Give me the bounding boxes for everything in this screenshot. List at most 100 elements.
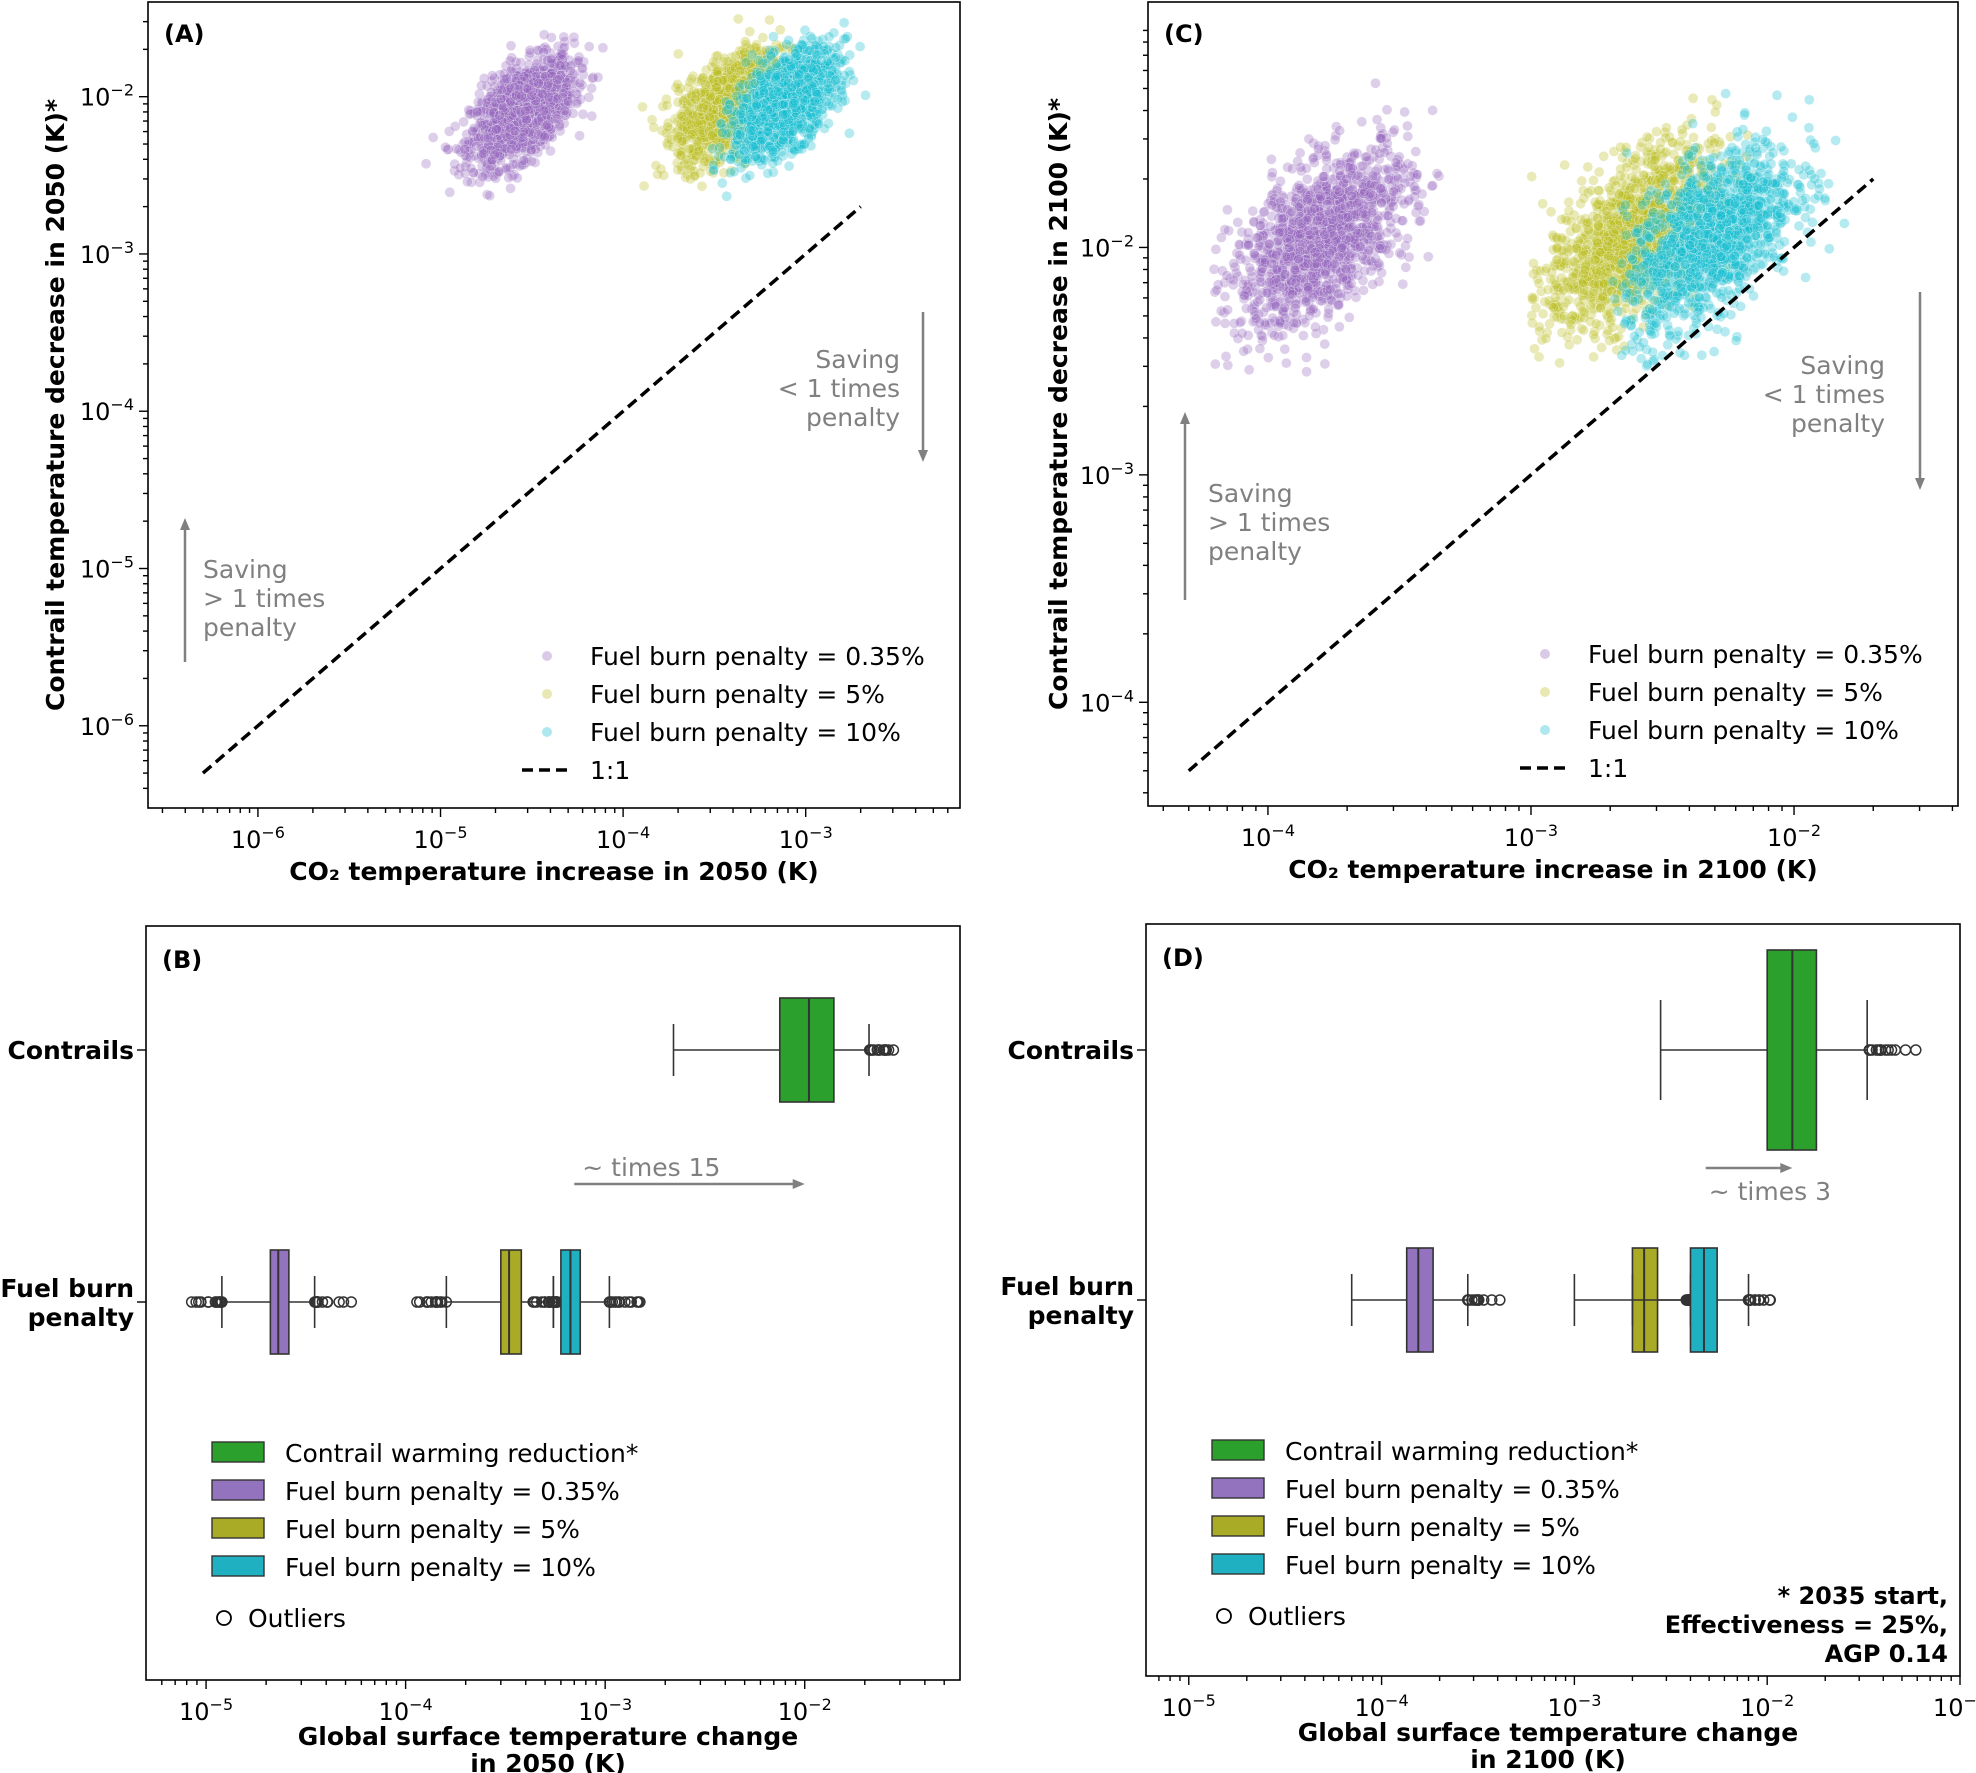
data-point bbox=[491, 124, 502, 135]
data-point bbox=[734, 81, 745, 93]
data-point bbox=[777, 109, 789, 120]
data-point bbox=[559, 105, 571, 117]
data-point bbox=[707, 130, 718, 141]
data-point bbox=[672, 96, 684, 108]
plot-frame bbox=[147, 1, 961, 809]
data-point bbox=[1319, 358, 1331, 370]
y-tick-label: 10−6 bbox=[80, 710, 134, 741]
data-point bbox=[810, 87, 822, 98]
data-point bbox=[427, 132, 439, 143]
data-point bbox=[493, 166, 505, 177]
data-point bbox=[472, 106, 483, 118]
data-point bbox=[712, 76, 724, 87]
y-tick-label: 10−5 bbox=[80, 552, 134, 583]
data-point bbox=[744, 26, 756, 37]
data-point bbox=[731, 140, 742, 151]
data-point bbox=[744, 170, 756, 181]
data-point bbox=[1220, 351, 1232, 362]
data-point bbox=[515, 57, 526, 68]
series-0 bbox=[1208, 77, 1445, 377]
annotation-line: penalty bbox=[203, 613, 297, 642]
data-point bbox=[813, 118, 825, 130]
data-point bbox=[753, 55, 764, 66]
data-point bbox=[787, 98, 799, 109]
data-point bbox=[573, 55, 584, 66]
data-point bbox=[1370, 77, 1381, 89]
scatter-points bbox=[1208, 77, 1850, 377]
data-point bbox=[501, 73, 512, 84]
data-point bbox=[545, 145, 556, 157]
data-point bbox=[693, 146, 704, 157]
data-point bbox=[552, 93, 563, 105]
data-point bbox=[583, 92, 595, 103]
data-point bbox=[734, 129, 746, 140]
x-axis-title: CO₂ temperature increase in 2050 (K) bbox=[289, 857, 818, 886]
data-point bbox=[754, 70, 766, 81]
data-point bbox=[484, 108, 496, 119]
data-point bbox=[1310, 321, 1321, 333]
data-point bbox=[725, 154, 737, 165]
data-point bbox=[505, 183, 516, 194]
data-point bbox=[696, 180, 708, 192]
data-point bbox=[538, 29, 550, 40]
data-point bbox=[482, 132, 494, 143]
data-point bbox=[454, 162, 466, 174]
data-point bbox=[478, 73, 490, 84]
data-point bbox=[569, 75, 581, 87]
data-point bbox=[830, 75, 841, 86]
data-point bbox=[551, 113, 563, 124]
data-point bbox=[1281, 357, 1292, 369]
data-point bbox=[459, 143, 470, 155]
data-point bbox=[539, 131, 550, 143]
data-point bbox=[770, 71, 781, 83]
scatter-panel-0: 10−6 10−5 10−4 10−310−610−510−410−310−2(A)C… bbox=[41, 1, 961, 886]
data-point bbox=[793, 69, 805, 80]
y-tick-label: 10−4 bbox=[80, 395, 134, 426]
data-point bbox=[1303, 133, 1315, 145]
data-point bbox=[586, 110, 598, 122]
data-point bbox=[819, 48, 831, 59]
data-point bbox=[489, 149, 500, 161]
data-point bbox=[1301, 366, 1312, 377]
data-point bbox=[717, 177, 728, 189]
data-point bbox=[809, 96, 820, 107]
data-point bbox=[783, 35, 794, 46]
data-point bbox=[524, 45, 536, 56]
data-point bbox=[1302, 173, 1313, 185]
data-point bbox=[518, 71, 530, 82]
data-point bbox=[652, 169, 663, 180]
data-point bbox=[648, 122, 660, 133]
data-point bbox=[762, 168, 774, 179]
data-point bbox=[518, 155, 530, 166]
legend: Fuel burn penalty = 0.35% Fuel burn penal… bbox=[522, 642, 925, 785]
data-point bbox=[699, 87, 711, 98]
data-point bbox=[571, 98, 583, 109]
data-point bbox=[783, 160, 795, 172]
data-point bbox=[449, 121, 461, 132]
data-point bbox=[745, 125, 757, 136]
data-point bbox=[458, 116, 469, 128]
x-tick-label: 10−3 bbox=[779, 823, 833, 854]
scatter-panel-1: 10−4 10−3 10−210−410−310−2(C)CO₂ temperatu… bbox=[1044, 1, 1959, 884]
data-point bbox=[577, 108, 589, 120]
data-point bbox=[764, 14, 775, 26]
data-point bbox=[764, 44, 775, 56]
data-point bbox=[1427, 105, 1438, 116]
data-point bbox=[832, 94, 843, 105]
data-point bbox=[728, 116, 739, 127]
data-point bbox=[844, 128, 855, 139]
data-point bbox=[1399, 106, 1410, 118]
data-point bbox=[420, 158, 432, 169]
data-point bbox=[521, 83, 533, 94]
data-point bbox=[574, 130, 585, 141]
data-point bbox=[504, 55, 516, 67]
legend-label: Fuel burn penalty = 5% bbox=[590, 680, 885, 709]
data-point bbox=[680, 153, 692, 165]
data-point bbox=[1410, 146, 1422, 157]
data-point bbox=[661, 100, 673, 111]
data-point bbox=[650, 160, 662, 171]
data-point bbox=[538, 105, 550, 117]
legend-label: Fuel burn penalty = 0.35% bbox=[590, 642, 925, 671]
